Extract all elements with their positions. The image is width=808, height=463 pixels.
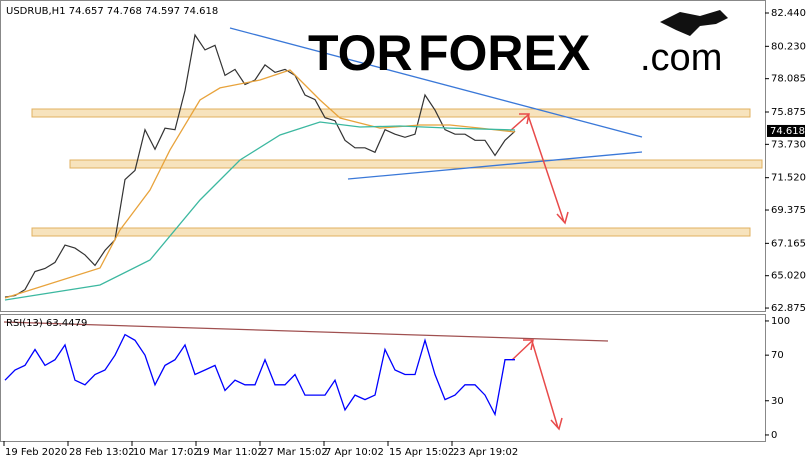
y-tick-label: 69.375: [771, 205, 806, 216]
x-tick-label: 7 Apr 10:02: [325, 447, 384, 458]
trend-line: [3, 321, 609, 342]
logo-icon: [660, 10, 728, 36]
x-tick-label: 23 Apr 19:02: [453, 447, 518, 458]
y-tick-label: 70: [771, 350, 784, 361]
trend-line: [347, 151, 643, 180]
y-tick-label: 75.875: [771, 107, 806, 118]
x-tick-label: 27 Mar 15:02: [261, 447, 328, 458]
arrow: [509, 113, 569, 225]
series-line: [4, 69, 516, 299]
y-tick-label: 80.230: [771, 41, 806, 52]
zone: [69, 159, 763, 169]
y-tick-label: 73.730: [771, 139, 806, 150]
series-line: [4, 333, 515, 417]
y-tick-label: 71.520: [771, 173, 806, 184]
y-tick-label: 0: [771, 430, 777, 441]
y-tick-label: 82.440: [771, 8, 806, 19]
price-label: 74.618: [770, 126, 805, 137]
zone: [31, 108, 751, 118]
y-tick-label: 67.165: [771, 238, 806, 249]
trend-line: [229, 27, 643, 138]
rsi-panel: [0, 314, 766, 442]
y-tick-label: 78.085: [771, 74, 806, 85]
main-panel: [0, 0, 766, 312]
y-tick-label: 62.875: [771, 303, 806, 314]
zone: [31, 227, 751, 237]
logo-text: .com: [640, 37, 722, 79]
logo-text: FOREX: [418, 25, 590, 81]
logo-text: TOR: [308, 25, 413, 81]
arrow: [511, 339, 563, 431]
logo: TOR FOREX .com: [308, 10, 728, 81]
x-tick-label: 15 Apr 15:02: [389, 447, 454, 458]
series-line: [4, 121, 516, 301]
rsi-title: RSI(13) 63.4479: [6, 318, 87, 329]
price-badge: [767, 124, 805, 137]
chart-title: USDRUB,H1 74.657 74.768 74.597 74.618: [6, 6, 218, 17]
x-tick-label: 10 Mar 17:02: [133, 447, 200, 458]
y-tick-label: 65.020: [771, 271, 806, 282]
x-tick-label: 19 Feb 2020: [5, 447, 67, 458]
series-line: [4, 33, 516, 298]
annotations: [3, 27, 763, 431]
x-tick-label: 19 Mar 11:02: [197, 447, 264, 458]
y-tick-label: 30: [771, 396, 784, 407]
y-tick-label: 100: [771, 316, 790, 327]
x-tick-label: 28 Feb 13:02: [69, 447, 135, 458]
